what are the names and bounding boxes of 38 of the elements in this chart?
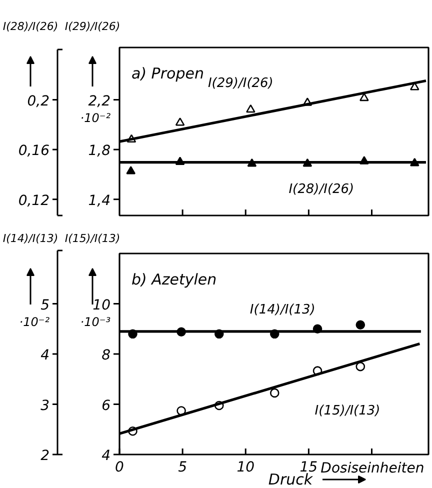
x-tick-label: 0 [115,460,124,476]
y-tick-label: 1,8 [88,143,111,160]
x-tick-label: 10 [236,460,255,476]
y-axis-title: I(15)/I(13) [64,232,120,245]
y2-tick-label: 5 [40,297,50,314]
y2-tick-label: 3 [40,398,50,414]
text: b) Azetylen [132,270,217,288]
y2-axis-title: I(14)/I(13) [2,232,58,245]
y-tick-label: 10 [92,297,111,314]
text: a) Propen [132,64,204,82]
y-axis-title: I(29)/I(26) [64,20,120,33]
y2-tick-label: 4 [40,348,50,364]
y-tick-label: 8 [102,348,111,364]
point [126,166,136,174]
y-tick-label: 6 [102,398,111,414]
point [246,104,256,113]
text: ·10⁻² [19,314,50,329]
y-tick-label: 1,4 [88,192,110,209]
text: Dosiseinheiten [320,460,424,476]
series-label: I(28)/I(26) [288,182,354,198]
y-tick-label: 2,2 [88,93,111,110]
point [175,118,185,126]
series-label: I(14)/I(13) [250,302,316,318]
y-tick-label: 4 [102,448,111,464]
y2-tick-label: 0,16 [18,143,50,160]
point [356,362,366,372]
y2-axis-title: I(28)/I(26) [2,20,58,33]
text: ·10⁻² [80,110,111,125]
y2-tick-label: 0,2 [27,93,50,110]
point [356,320,366,330]
point [270,388,280,398]
y2-tick-label: 0,12 [18,192,50,209]
text: I(15)/I(13) [314,403,380,418]
x-tick-label: 5 [178,460,188,476]
series-label: I(29)/I(26) [208,76,274,92]
text: ·10⁻³ [80,314,111,329]
x-axis-title: Druck [268,470,314,488]
y2-tick-label: 2 [40,448,50,464]
